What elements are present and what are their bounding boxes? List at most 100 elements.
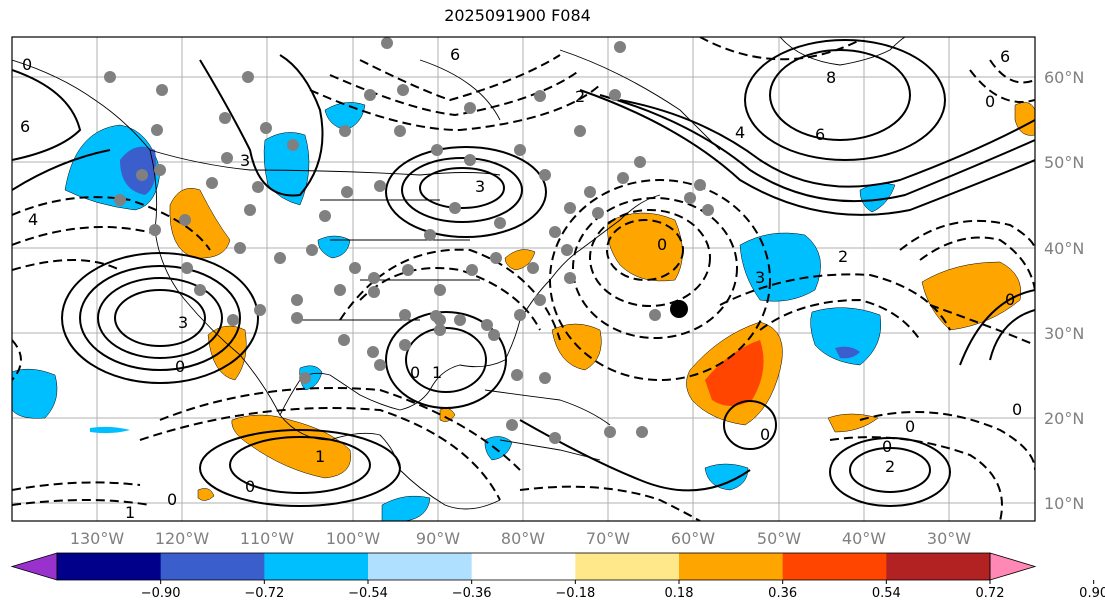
contour-label: 2 [575,87,585,106]
station-dot [431,144,443,156]
station-dot [539,372,551,384]
contour-label: 0 [882,437,892,456]
contour-label: 0 [1012,400,1022,419]
station-dot [584,186,596,198]
station-dot [341,186,353,198]
colorbar-tick-label: −0.36 [451,586,492,601]
station-dot [424,229,436,241]
station-dot [549,226,561,238]
station-dot [368,272,380,284]
station-dot [539,169,551,181]
lon-label-80: 80°W [500,529,546,548]
colorbar-segment [782,553,887,580]
station-dot [349,262,361,274]
colorbar-tick-label: 0.54 [871,586,901,601]
station-dot [136,169,148,181]
station-dot [694,179,706,191]
station-dot [374,359,386,371]
station-dot [338,334,350,346]
station-dot [260,122,272,134]
contour-label: 4 [735,123,745,142]
station-dot [702,204,714,216]
lat-label-30: 30°N [1044,324,1085,343]
lon-label-130: 130°W [69,529,125,548]
lon-label-40: 40°W [841,529,887,548]
station-dot [564,202,576,214]
station-dot [234,242,246,254]
station-dot [614,41,626,53]
contour-label: 0 [245,477,255,496]
coastlines [12,37,906,510]
colorbar-segment [471,553,576,580]
contour-label: 6 [20,117,30,136]
station-dot [219,112,231,124]
colorbar-tick-label: 0.18 [664,586,694,601]
station-dot [592,207,604,219]
station-dot [649,309,661,321]
station-dot [334,284,346,296]
lat-label-60: 60°N [1044,68,1085,87]
colorbar-segment [57,553,162,580]
station-dot [490,252,502,264]
station-dot [534,294,546,306]
station-dot [466,264,478,276]
solid-contours [12,39,1035,507]
station-dot [464,102,476,114]
station-dot [274,252,286,264]
storm-center-marker [670,300,688,318]
station-dot [306,244,318,256]
contour-label: 0 [175,357,185,376]
station-dot [104,71,116,83]
lat-label-50: 50°N [1044,153,1085,172]
station-dot [561,244,573,256]
station-dot [374,180,386,192]
station-dot [156,84,168,96]
station-dot [534,90,546,102]
station-dot [511,369,523,381]
colorbar-segment [886,553,991,580]
contour-label: 6 [450,45,460,64]
map-title: 2025091900 F084 [444,6,591,25]
contour-label: 0 [760,425,770,444]
station-dot [149,224,161,236]
colorbar-tick-label: −0.90 [140,586,181,601]
station-dot [434,284,446,296]
station-dot [291,312,303,324]
contour-label: 1 [432,363,442,382]
lat-label-40: 40°N [1044,239,1085,258]
contour-label: 0 [1005,290,1015,309]
lon-label-100: 100°W [325,529,381,548]
station-dot [206,177,218,189]
map-frame [11,36,1036,522]
station-dot [434,324,446,336]
lon-label-90: 90°W [415,529,461,548]
contour-label: 3 [475,177,485,196]
station-dot [319,210,331,222]
colorbar [10,552,1095,584]
station-dot [506,419,518,431]
colorbar-tick-label: −0.54 [348,586,388,601]
station-dot [514,309,526,321]
station-dot [339,125,351,137]
contour-label: 8 [826,68,836,87]
station-dot [299,372,311,384]
station-dot [609,89,621,101]
station-dot [179,214,191,226]
contour-label: 2 [838,247,848,266]
contour-label: 0 [22,55,32,74]
station-dot [291,294,303,306]
contour-label: 6 [815,125,825,144]
station-dot [287,139,299,151]
station-dot [254,304,266,316]
colorbar-tick-label: −0.18 [555,586,596,601]
colorbar-segment [368,553,473,580]
lat-label-20: 20°N [1044,409,1085,428]
station-dot [549,432,561,444]
station-dot [381,37,393,49]
station-dot [527,262,539,274]
lon-label-110: 110°W [239,529,295,548]
colorbar-tick-label: 0.36 [768,586,798,601]
station-dot [244,204,256,216]
station-dot [399,339,411,351]
station-markers [104,37,714,444]
